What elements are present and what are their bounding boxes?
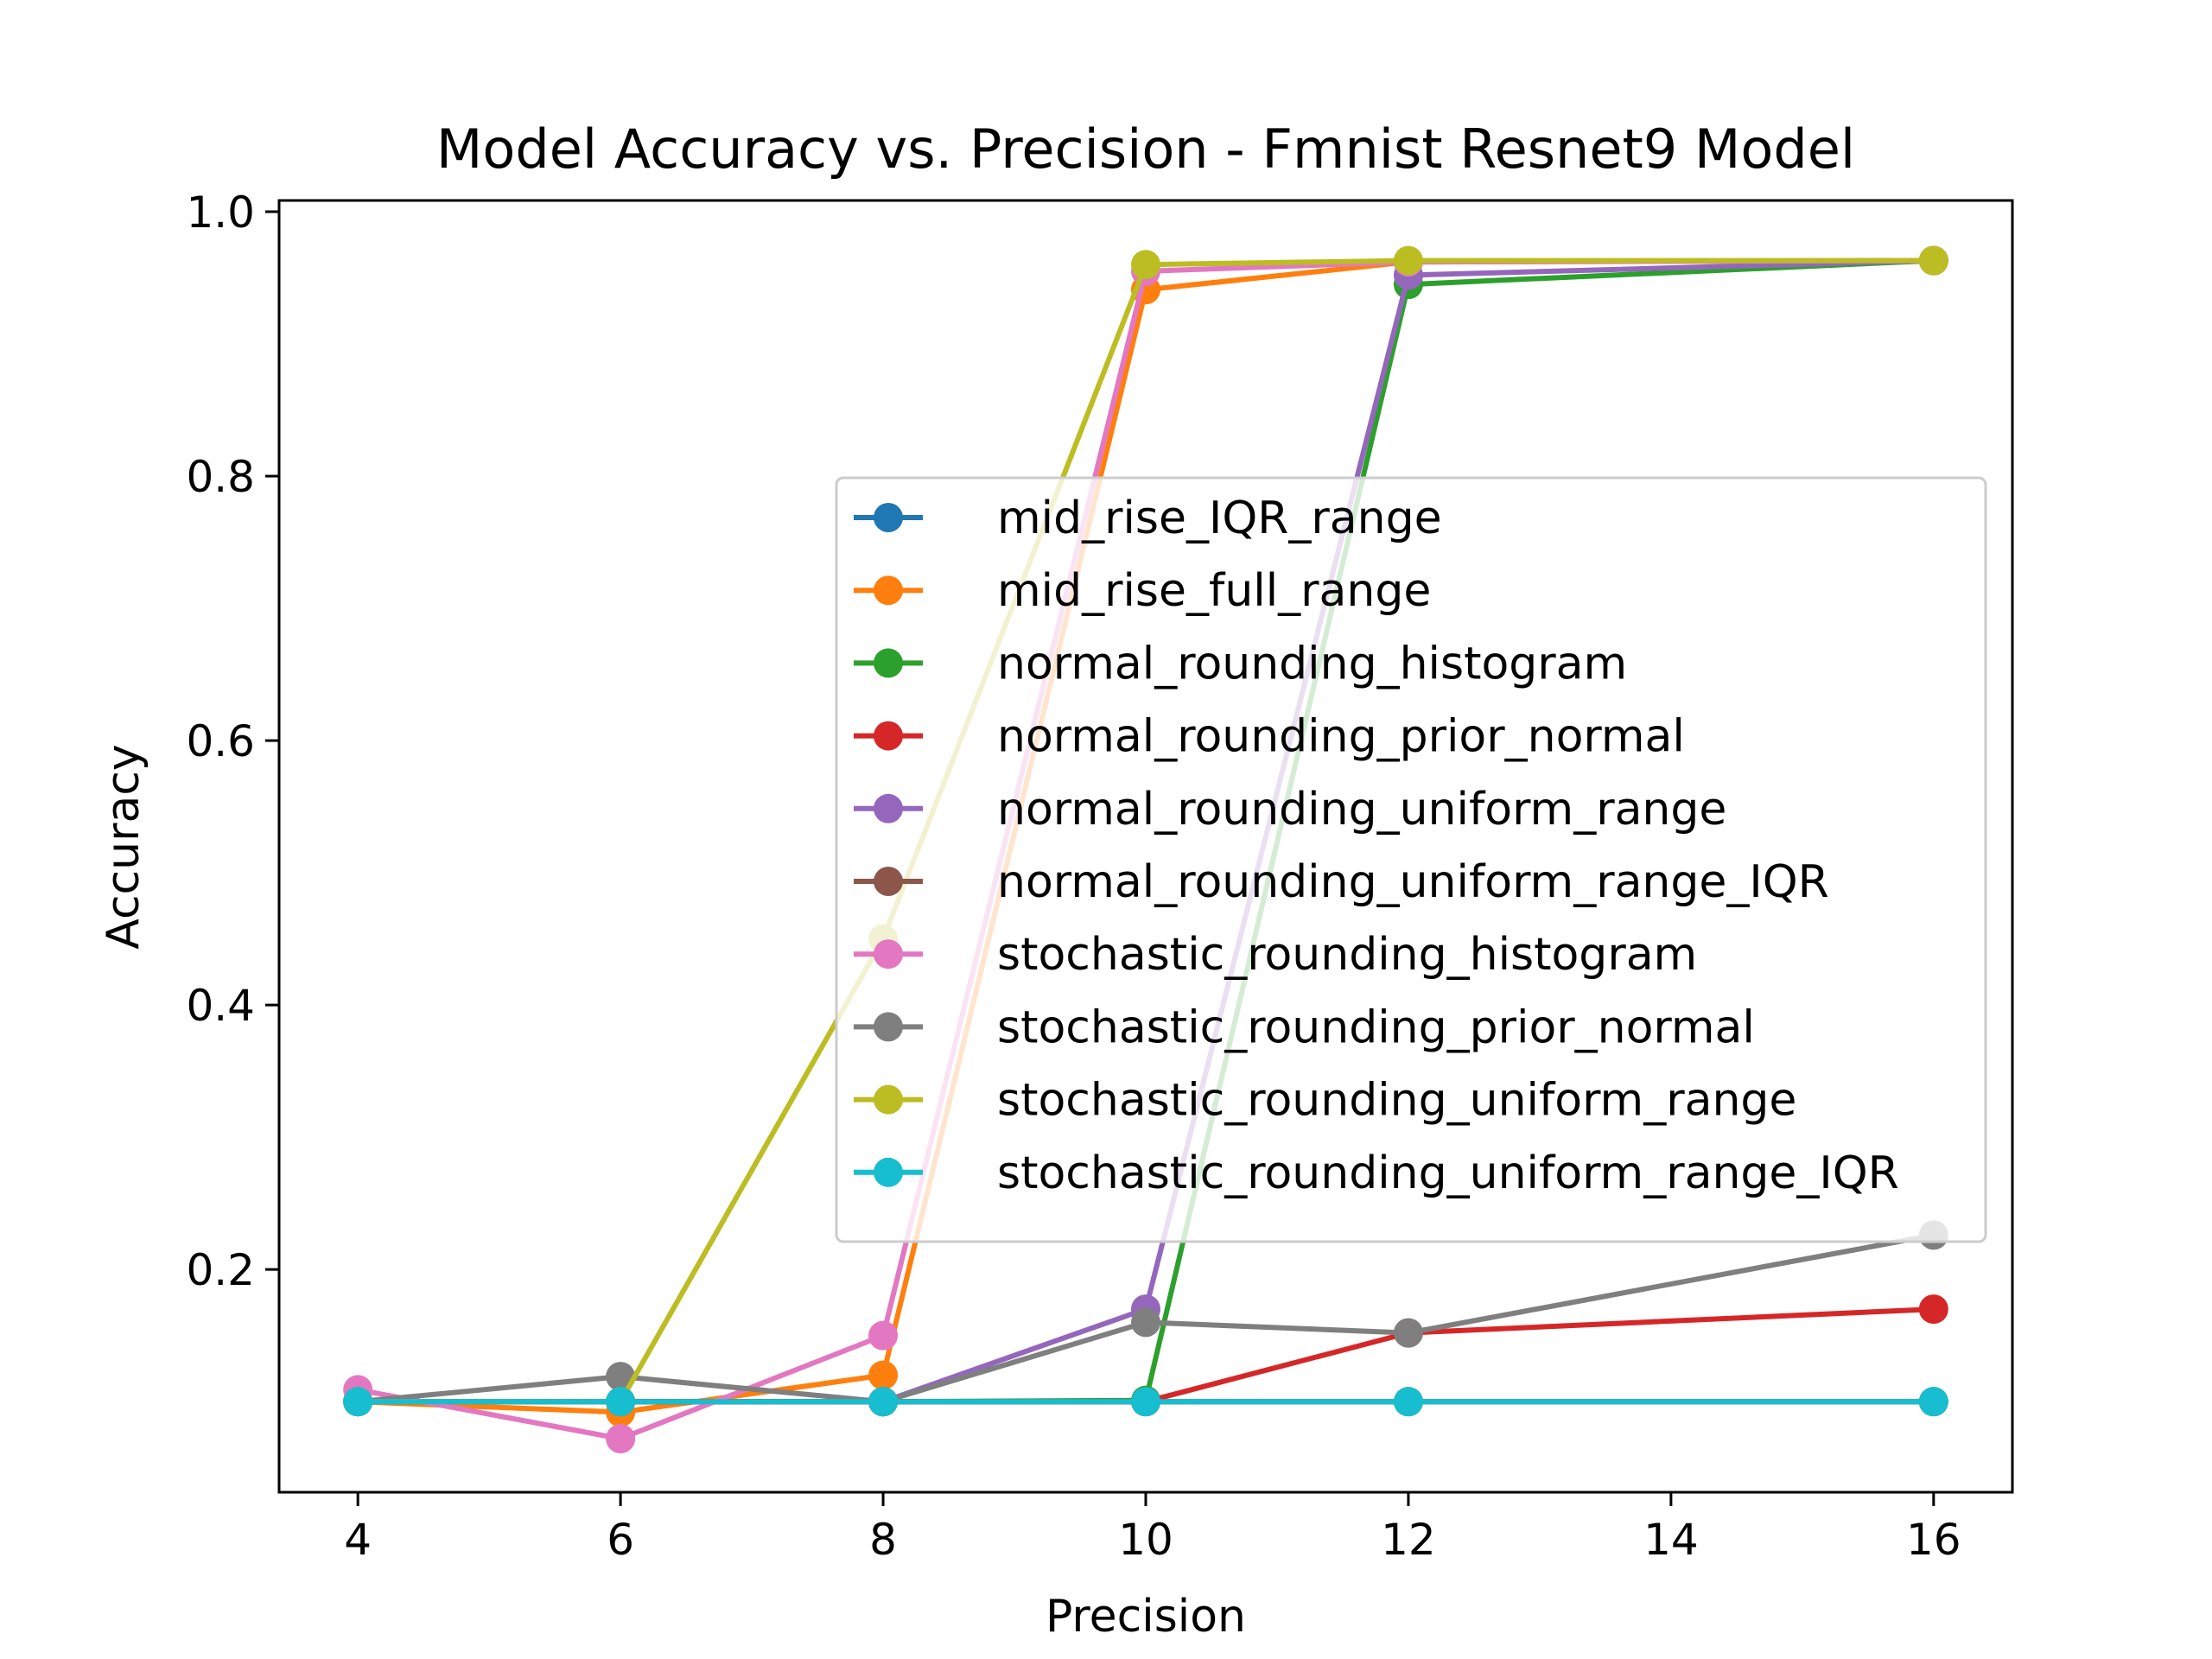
legend-swatch-marker [874,793,903,823]
data-point [1918,245,1948,276]
x-tick-label: 10 [1118,1515,1173,1565]
legend-box [835,476,1987,1243]
x-tick-label: 14 [1643,1515,1699,1565]
data-point [606,1387,636,1417]
data-point [1131,1307,1160,1338]
y-tick-label: 0.8 [186,452,255,502]
y-tick-label: 0.4 [186,981,255,1031]
y-tick-label: 1.0 [186,188,255,238]
legend-item: mid_rise_full_range [854,565,1431,617]
chart-title: Model Accuracy vs. Precision - Fmnist Re… [436,118,1855,181]
legend-swatch-marker [874,1012,903,1042]
data-point [868,1387,899,1417]
legend-label: stochastic_rounding_histogram [997,929,1697,981]
legend-swatch-marker [874,648,903,678]
data-point [868,1320,899,1351]
axis-ticks: 4 6 8 10 12 14 16 0.2 0.4 0.6 0.8 1.0 [186,188,1961,1565]
series-line [357,1232,1935,1405]
legend-swatch-marker [874,1157,903,1187]
data-point [1131,250,1160,280]
data-point [1131,1387,1160,1417]
data-point [868,1360,899,1390]
legend: mid_rise_IQR_range mid_rise_full_rangenor… [835,476,1987,1243]
x-tick-label: 16 [1906,1515,1961,1565]
legend-label: mid_rise_IQR_range [997,493,1442,544]
legend-label: stochastic_rounding_uniform_range_IQR [997,1147,1899,1199]
legend-item: stochastic_rounding_prior_normal [854,1001,1755,1053]
legend-item: normal_rounding_prior_normal [854,711,1685,763]
legend-item: stochastic_rounding_uniform_range_IQR [854,1147,1899,1199]
legend-item: stochastic_rounding_uniform_range [854,1075,1796,1127]
data-point [1393,1318,1423,1348]
plot-area-frame [277,199,2014,1494]
legend-swatch-marker [874,575,903,606]
legend-item: normal_rounding_histogram [854,638,1627,690]
data-point [1393,245,1423,276]
legend-label: normal_rounding_uniform_range_IQR [997,856,1829,908]
legend-swatch-marker [874,1084,903,1115]
legend-label: mid_rise_full_range [997,565,1431,617]
x-tick-label: 6 [607,1515,634,1565]
data-point [1393,1387,1423,1417]
legend-swatch-marker [874,503,903,532]
legend-label: stochastic_rounding_prior_normal [997,1001,1755,1053]
data-point [343,1387,373,1417]
legend-label: stochastic_rounding_uniform_range [997,1075,1796,1127]
x-axis-label: Precision [1046,1591,1246,1643]
legend-swatch-marker [874,939,903,969]
legend-label: normal_rounding_uniform_range [997,784,1726,836]
data-point [606,1424,636,1454]
data-point [1918,1294,1948,1325]
y-tick-label: 0.2 [186,1245,255,1295]
y-axis-label: Accuracy [98,744,149,949]
legend-item: stochastic_rounding_histogram [854,929,1697,981]
legend-item: mid_rise_IQR_range [854,493,1442,544]
legend-item: normal_rounding_uniform_range_IQR [854,856,1829,908]
y-tick-label: 0.6 [186,716,255,766]
data-point [1918,1387,1948,1417]
legend-item: normal_rounding_uniform_range [854,784,1726,836]
x-tick-label: 8 [869,1515,897,1565]
x-tick-label: 4 [344,1515,372,1565]
legend-label: normal_rounding_histogram [997,638,1627,690]
series-stochastic-rounding-uniform-range-iqr [343,1387,1948,1417]
legend-swatch-marker [874,721,903,751]
legend-swatch-marker [874,867,903,896]
x-tick-label: 12 [1381,1515,1436,1565]
legend-label: normal_rounding_prior_normal [997,711,1685,763]
